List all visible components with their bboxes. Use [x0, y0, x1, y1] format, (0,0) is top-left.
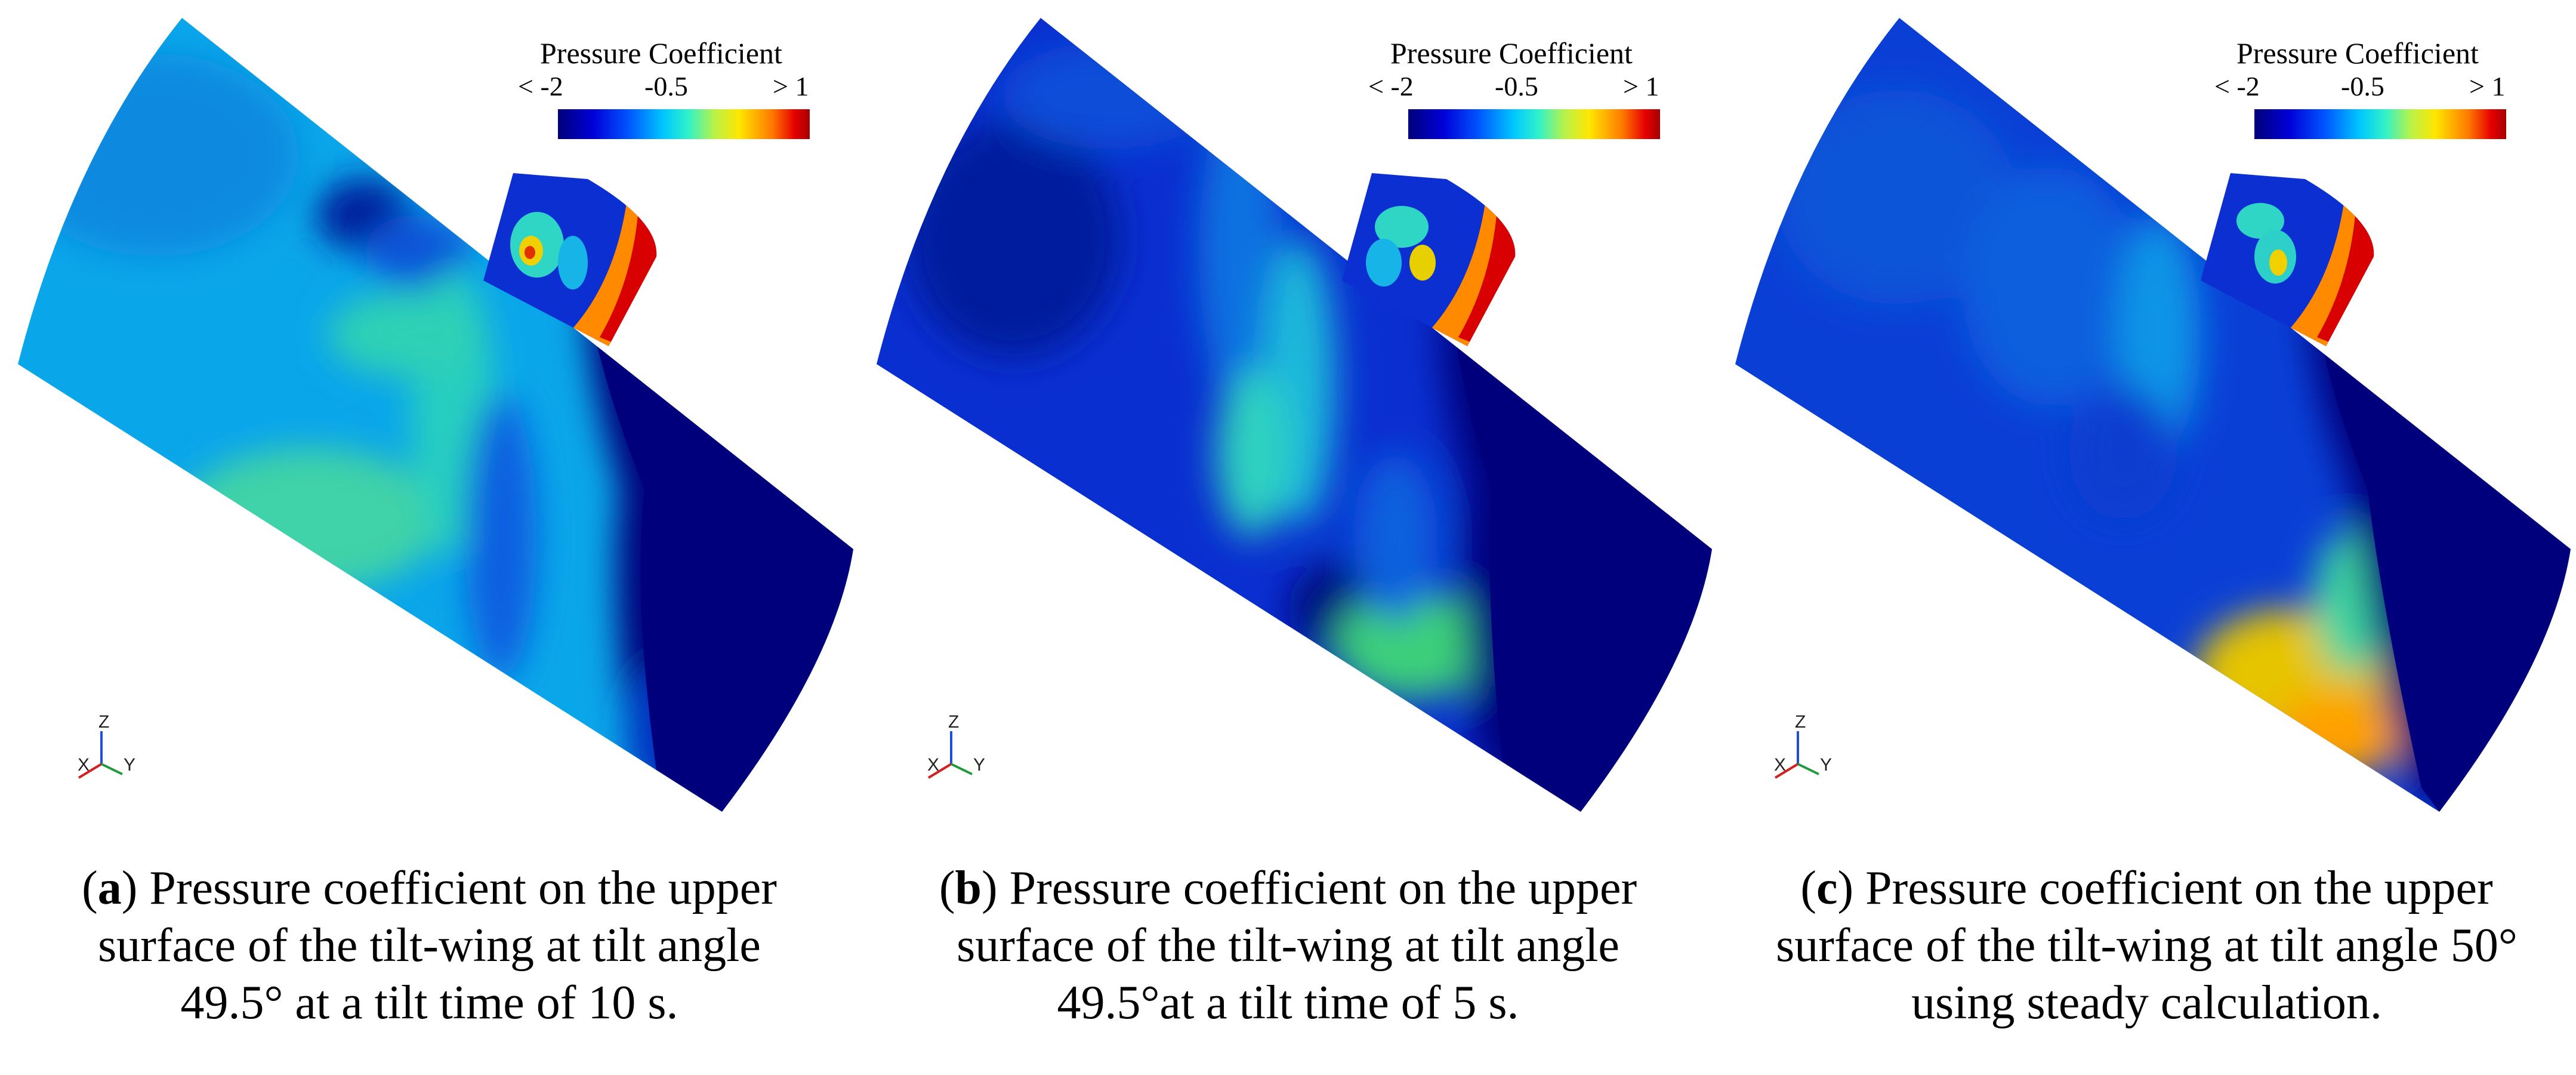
legend-tick-max: > 1 — [773, 71, 809, 101]
panel-label: c — [1816, 862, 1838, 914]
axis-label-y: Y — [124, 755, 135, 775]
legend-tick-max: > 1 — [2469, 71, 2506, 101]
panel-b: Pressure Coefficient < -2 -0.5 > 1 Z X Y… — [859, 0, 1717, 1075]
axis-label-x: X — [78, 755, 90, 775]
legend-tick-mid: -0.5 — [644, 71, 688, 101]
panel-a: Pressure Coefficient < -2 -0.5 > 1 Z X Y… — [0, 0, 859, 1075]
axis-label-x: X — [1774, 755, 1786, 775]
caption-line-3: 49.5° at a tilt time of 10 s. — [180, 977, 678, 1029]
pressure-contour-c — [1735, 18, 2571, 812]
caption-text: Pressure coefficient on the upper — [1865, 862, 2493, 914]
panel-c: Pressure Coefficient < -2 -0.5 > 1 Z X Y… — [1717, 0, 2576, 1075]
legend-tick-mid: -0.5 — [2341, 71, 2384, 101]
caption-line-3: using steady calculation. — [1911, 977, 2382, 1029]
caption-line-2: surface of the tilt-wing at tilt angle — [98, 919, 761, 972]
caption-line-1: (b) Pressure coefficient on the upper — [939, 862, 1637, 914]
axis-label-y: Y — [973, 755, 985, 775]
legend-tick-max: > 1 — [1623, 71, 1659, 101]
legend-colorbar — [558, 109, 810, 139]
caption-a: (a) Pressure coefficient on the upper su… — [0, 860, 859, 1031]
legend-title: Pressure Coefficient — [1390, 36, 1633, 70]
legend-tick-min: < -2 — [1368, 71, 1414, 101]
pressure-contour-b — [877, 18, 1712, 812]
caption-b: (b) Pressure coefficient on the upper su… — [859, 860, 1717, 1031]
legend-tick-mid: -0.5 — [1495, 71, 1538, 101]
caption-text: Pressure coefficient on the upper — [149, 862, 777, 914]
legend-colorbar — [1408, 109, 1660, 139]
pressure-contour-a — [18, 18, 853, 812]
axis-label-z: Z — [98, 713, 109, 732]
caption-line-2: surface of the tilt-wing at tilt angle 5… — [1776, 919, 2518, 972]
axis-label-z: Z — [948, 713, 959, 732]
axis-label-x: X — [927, 755, 939, 775]
axis-label-y: Y — [1820, 755, 1832, 775]
orientation-axes-widget: Z X Y — [927, 713, 985, 779]
orientation-axes-widget: Z X Y — [78, 713, 135, 779]
panel-label: a — [97, 862, 122, 914]
caption-line-1: (a) Pressure coefficient on the upper — [82, 862, 777, 914]
caption-c: (c) Pressure coefficient on the upper su… — [1717, 860, 2576, 1031]
axis-label-z: Z — [1795, 713, 1806, 732]
legend-tick-min: < -2 — [2214, 71, 2260, 101]
caption-line-3: 49.5°at a tilt time of 5 s. — [1057, 977, 1519, 1029]
legend-tick-min: < -2 — [518, 71, 563, 101]
caption-text: Pressure coefficient on the upper — [1009, 862, 1637, 914]
orientation-axes-widget: Z X Y — [1774, 713, 1832, 779]
legend-colorbar — [2254, 109, 2506, 139]
legend-title: Pressure Coefficient — [540, 36, 782, 70]
panel-label: b — [955, 862, 982, 914]
legend-title: Pressure Coefficient — [2236, 36, 2479, 70]
caption-line-1: (c) Pressure coefficient on the upper — [1800, 862, 2493, 914]
caption-line-2: surface of the tilt-wing at tilt angle — [957, 919, 1619, 972]
